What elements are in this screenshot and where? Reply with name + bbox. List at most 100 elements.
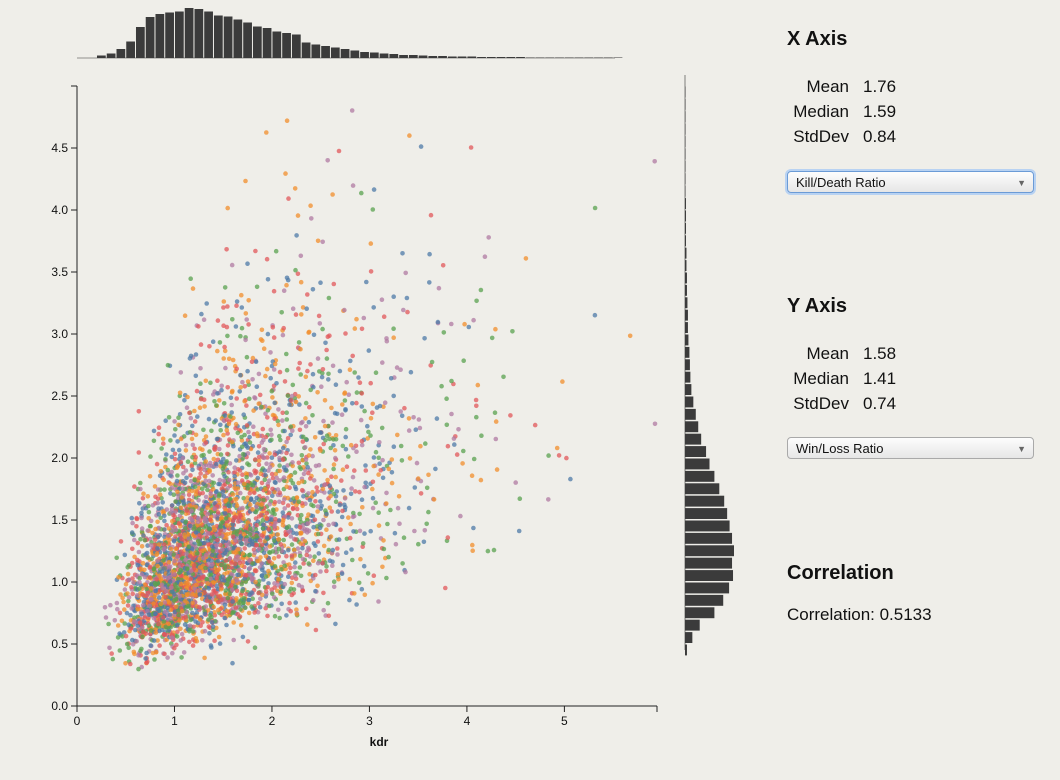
scatter-point	[208, 576, 213, 582]
scatter-point	[175, 629, 180, 635]
scatter-point	[192, 419, 198, 424]
scatter-point	[208, 380, 213, 386]
scatter-point	[300, 545, 305, 551]
scatter-point	[225, 451, 230, 457]
scatter-point	[325, 334, 331, 340]
scatter-point	[232, 474, 237, 479]
scatter-point	[222, 474, 227, 479]
scatter-point	[217, 477, 223, 483]
scatter-point	[180, 486, 185, 491]
scatter-point	[147, 603, 152, 609]
scatter-point	[336, 537, 342, 542]
scatter-point	[359, 586, 365, 592]
scatter-point	[162, 518, 167, 524]
scatter-point	[247, 532, 253, 537]
scatter-point	[218, 459, 223, 465]
scatter-point	[331, 521, 336, 527]
y-histogram-bar	[685, 545, 734, 557]
scatter-point	[300, 439, 306, 444]
x-histogram-bar	[438, 56, 447, 58]
scatter-point	[258, 555, 263, 560]
scatter-point	[368, 380, 374, 386]
scatter-point	[257, 604, 263, 610]
scatter-point	[213, 489, 219, 495]
scatter-point	[254, 542, 260, 548]
scatter-point	[223, 588, 228, 593]
scatter-point	[252, 645, 258, 650]
scatter-point	[435, 319, 441, 325]
scatter-point	[370, 486, 375, 492]
scatter-point	[225, 333, 230, 339]
scatter-point	[254, 533, 259, 539]
scatter-point	[306, 419, 312, 425]
scatter-point	[401, 535, 407, 540]
scatter-point	[385, 521, 390, 527]
scatter-point	[242, 481, 247, 487]
x-histogram-bar	[106, 53, 116, 58]
scatter-point	[229, 587, 235, 592]
scatter-point	[115, 635, 121, 640]
x-histogram-bar	[389, 54, 399, 58]
scatter-point	[160, 436, 166, 442]
scatter-point	[421, 539, 427, 545]
scatter-point	[169, 469, 174, 475]
scatter-point	[260, 338, 265, 344]
scatter-point	[343, 426, 349, 432]
scatter-point	[327, 436, 332, 442]
scatter-point	[230, 492, 236, 497]
scatter-point	[195, 614, 200, 619]
scatter-point	[377, 461, 382, 467]
scatter-point	[423, 441, 428, 446]
scatter-point	[342, 307, 347, 313]
scatter-point	[170, 447, 176, 453]
scatter-point	[188, 568, 194, 574]
scatter-point	[164, 522, 169, 528]
scatter-point	[263, 434, 269, 440]
scatter-point	[221, 356, 226, 361]
scatter-point	[254, 504, 259, 510]
scatter-point	[315, 356, 321, 361]
scatter-point	[242, 384, 248, 389]
x-axis-select[interactable]: Kill/Death Ratio ▼	[787, 171, 1034, 193]
scatter-point	[359, 190, 364, 196]
y-axis-select[interactable]: Win/Loss Ratio ▼	[787, 437, 1034, 459]
scatter-point	[300, 588, 305, 594]
scatter-point	[311, 332, 317, 338]
scatter-point	[190, 286, 196, 291]
scatter-point	[130, 520, 135, 526]
scatter-point	[422, 528, 428, 533]
scatter-point	[219, 387, 224, 393]
scatter-point	[546, 497, 551, 502]
scatter-point	[281, 537, 287, 543]
scatter-point	[315, 583, 320, 589]
scatter-point	[324, 433, 330, 439]
scatter-point	[312, 554, 317, 559]
scatter-point	[272, 479, 278, 485]
scatter-point	[441, 330, 447, 335]
scatter-point	[304, 552, 310, 558]
scatter-point	[235, 430, 241, 436]
scatter-point	[252, 468, 257, 474]
scatter-point	[209, 463, 214, 469]
scatter-point	[252, 550, 258, 555]
scatter-point	[215, 318, 221, 323]
scatter-point	[179, 510, 185, 515]
scatter-point	[266, 527, 272, 532]
scatter-point	[219, 383, 224, 389]
scatter-point	[277, 433, 282, 439]
scatter-point	[315, 509, 320, 514]
scatter-point	[239, 478, 245, 483]
scatter-point	[429, 359, 435, 365]
scatter-point	[324, 356, 330, 361]
scatter-point	[295, 513, 301, 518]
scatter-point	[146, 623, 152, 628]
scatter-point	[350, 557, 355, 563]
x-histogram-bar	[603, 57, 613, 58]
x-histogram-bar	[204, 11, 213, 58]
scatter-point	[156, 595, 162, 600]
scatter-point	[311, 524, 316, 530]
scatter-point	[196, 516, 201, 521]
scatter-point	[231, 637, 236, 643]
scatter-point	[234, 496, 239, 502]
scatter-point	[256, 371, 262, 377]
